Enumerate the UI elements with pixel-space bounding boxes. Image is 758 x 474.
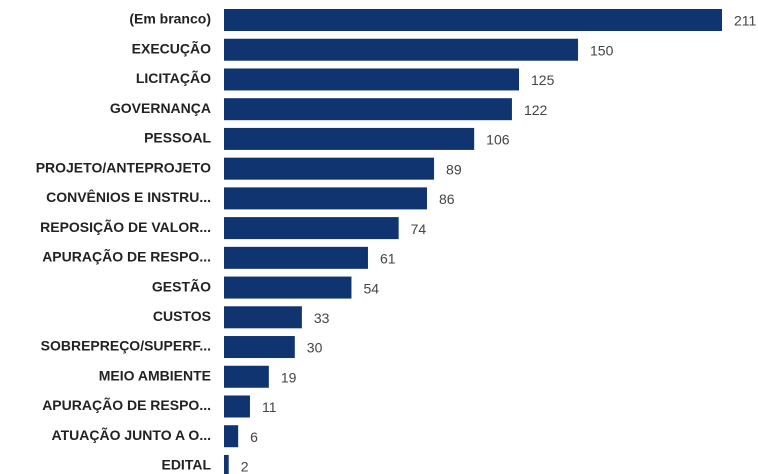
bar — [224, 68, 520, 91]
value-label: 122 — [524, 102, 548, 118]
value-label: 86 — [439, 191, 455, 207]
category-label: CONVÊNIOS E INSTRU... — [46, 188, 211, 205]
bar — [224, 157, 435, 180]
value-label: 6 — [250, 429, 258, 445]
category-label: ATUAÇÃO JUNTO A O... — [52, 426, 211, 443]
category-label: EDITAL — [161, 457, 211, 473]
bar — [224, 98, 512, 121]
bar — [224, 336, 295, 359]
value-label: 30 — [307, 340, 323, 356]
bar — [224, 246, 368, 269]
bar — [224, 276, 352, 299]
value-label: 125 — [531, 72, 555, 88]
value-label: 150 — [590, 42, 614, 58]
category-label: GESTÃO — [152, 277, 211, 294]
value-label: 54 — [363, 280, 379, 296]
value-label: 61 — [380, 251, 396, 267]
bar — [224, 365, 269, 388]
value-label: 74 — [411, 221, 427, 237]
category-label: APURAÇÃO DE RESPO... — [42, 396, 211, 413]
bar — [224, 306, 302, 329]
bar — [224, 395, 250, 418]
category-label: SOBREPREÇO/SUPERF... — [41, 338, 211, 354]
bar — [224, 217, 399, 240]
value-label: 106 — [486, 132, 510, 148]
value-label: 2 — [241, 459, 249, 474]
category-label: REPOSIÇÃO DE VALOR... — [40, 218, 211, 235]
value-label: 11 — [262, 399, 277, 415]
bar — [224, 127, 475, 150]
bar — [224, 187, 427, 210]
value-label: 211 — [734, 13, 757, 29]
category-label: GOVERNANÇA — [110, 100, 211, 116]
value-label: 33 — [314, 310, 330, 326]
bar — [224, 454, 229, 474]
category-label: PROJETO/ANTEPROJETO — [36, 159, 211, 175]
category-label: MEIO AMBIENTE — [99, 367, 211, 383]
category-label: APURAÇÃO DE RESPO... — [42, 248, 211, 265]
category-label: LICITAÇÃO — [136, 69, 211, 86]
category-label: CUSTOS — [153, 308, 211, 324]
bar — [224, 425, 239, 448]
bar — [224, 9, 722, 31]
category-label: EXECUÇÃO — [132, 39, 211, 56]
bar — [224, 38, 579, 61]
category-label: (Em branco) — [129, 11, 211, 27]
value-label: 89 — [446, 161, 462, 177]
category-label: PESSOAL — [144, 130, 211, 146]
value-label: 19 — [281, 369, 297, 385]
